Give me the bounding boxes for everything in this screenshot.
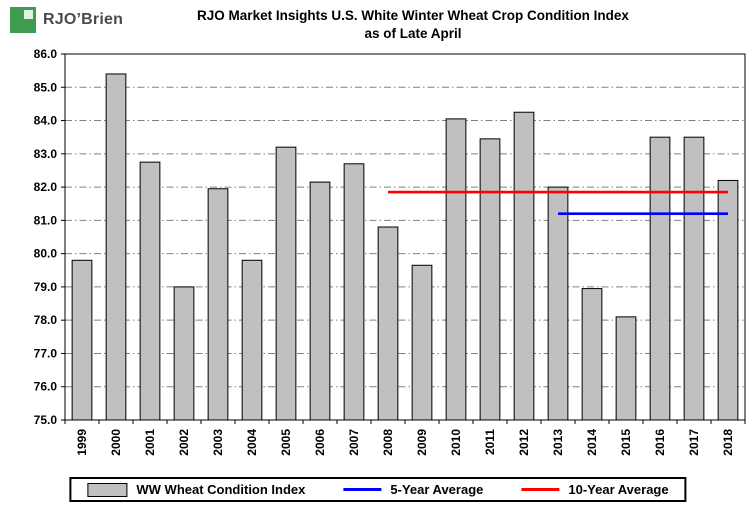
x-tick-label: 2012 xyxy=(517,429,531,456)
bar-2015 xyxy=(615,316,637,421)
x-tick-label: 2005 xyxy=(279,429,293,456)
y-tick-label: 84.0 xyxy=(34,114,58,128)
bar-2005 xyxy=(275,146,297,421)
bar-2008 xyxy=(377,226,399,421)
red-line-swatch-icon xyxy=(521,488,560,491)
y-tick-label: 86.0 xyxy=(34,47,58,61)
bar-swatch-icon xyxy=(87,482,128,497)
x-tick-label: 1999 xyxy=(75,429,89,456)
x-tick-label: 2003 xyxy=(211,429,225,456)
x-tick-label: 2018 xyxy=(721,429,735,456)
x-tick-label: 2011 xyxy=(483,429,497,455)
plot-border xyxy=(64,53,746,421)
x-tick-label: 2006 xyxy=(313,429,327,456)
bar-2004 xyxy=(241,259,263,421)
legend-label-5yr-average: 5-Year Average xyxy=(390,482,484,497)
y-tick-label: 85.0 xyxy=(34,80,58,94)
bar-1999 xyxy=(71,259,93,421)
chart-title: RJO Market Insights U.S. White Winter Wh… xyxy=(197,8,629,23)
bar-2016 xyxy=(649,136,671,421)
bar-2002 xyxy=(173,286,195,421)
bar-2009 xyxy=(411,264,433,421)
chart-header: RJO’Brien RJO Market Insights U.S. White… xyxy=(0,0,756,44)
x-tick-label: 2017 xyxy=(687,429,701,456)
chart-title-block: RJO Market Insights U.S. White Winter Wh… xyxy=(120,7,706,42)
bar-2011 xyxy=(479,138,501,421)
bar-2013 xyxy=(547,186,569,421)
bar-2000 xyxy=(105,73,127,421)
y-tick-label: 83.0 xyxy=(34,147,58,161)
rjo-brien-logo-icon xyxy=(10,7,36,33)
bar-2014 xyxy=(581,288,603,421)
bar-2007 xyxy=(343,163,365,421)
x-tick-label: 2004 xyxy=(245,429,259,456)
y-tick-label: 80.0 xyxy=(34,247,58,261)
rjo-brien-logo-text: RJO’Brien xyxy=(43,11,124,28)
legend-label-condition-index: WW Wheat Condition Index xyxy=(136,482,306,497)
bar-2017 xyxy=(683,136,705,421)
y-tick-label: 76.0 xyxy=(34,380,58,394)
legend-item-10yr-average: 10-Year Average xyxy=(521,482,669,497)
bar-2018 xyxy=(717,179,739,421)
x-tick-label: 2014 xyxy=(585,429,599,456)
y-tick-label: 81.0 xyxy=(34,213,58,227)
blue-line-swatch-icon xyxy=(343,488,382,491)
y-tick-label: 77.0 xyxy=(34,346,58,360)
bar-2003 xyxy=(207,188,229,421)
y-tick-label: 78.0 xyxy=(34,313,58,327)
x-tick-label: 2013 xyxy=(551,429,565,456)
chart-subtitle: as of Late April xyxy=(364,25,462,41)
legend-label-10yr-average: 10-Year Average xyxy=(568,482,669,497)
bar-2001 xyxy=(139,161,161,421)
bar-chart-plot: 75.0 76.0 77.0 78.0 79.0 80.0 81.0 82.0 83.0 84.0… xyxy=(34,47,746,456)
bar-2012 xyxy=(513,111,535,421)
rjo-brien-logo: RJO’Brien xyxy=(10,7,123,33)
x-tick-label: 2008 xyxy=(381,429,395,456)
y-tick-label: 75.0 xyxy=(34,413,58,427)
y-tick-label: 79.0 xyxy=(34,280,58,294)
x-tick-label: 2002 xyxy=(177,429,191,456)
x-tick-label: 2007 xyxy=(347,429,361,456)
x-tick-label: 2015 xyxy=(619,429,633,456)
bar-2006 xyxy=(309,181,331,421)
x-tick-label: 2000 xyxy=(109,429,123,456)
x-tick-label: 2010 xyxy=(449,429,463,456)
y-tick-label: 82.0 xyxy=(34,180,58,194)
bar-2010 xyxy=(445,118,467,421)
chart-legend: WW Wheat Condition Index 5-Year Average … xyxy=(69,477,687,502)
x-tick-label: 2009 xyxy=(415,429,429,456)
legend-item-5yr-average: 5-Year Average xyxy=(343,482,483,497)
legend-item-condition-index: WW Wheat Condition Index xyxy=(87,482,305,497)
x-tick-label: 2016 xyxy=(653,429,667,456)
x-tick-label: 2001 xyxy=(143,429,157,456)
